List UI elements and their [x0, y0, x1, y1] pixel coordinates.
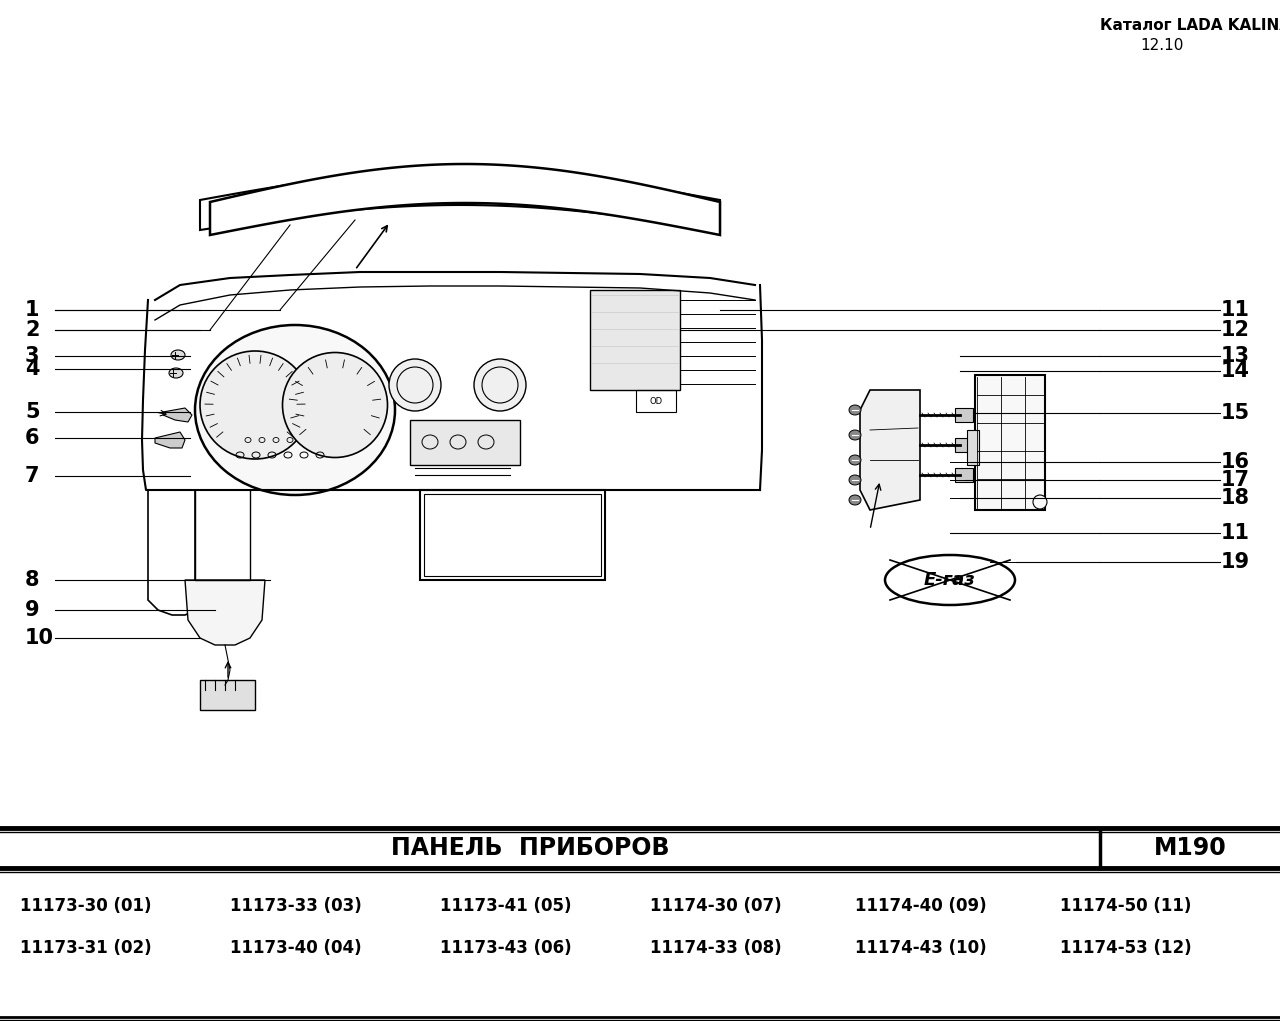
Text: 12.10: 12.10 — [1140, 38, 1184, 53]
Text: 7: 7 — [26, 466, 40, 486]
Text: 11: 11 — [1221, 300, 1251, 320]
Text: 11174-50 (11): 11174-50 (11) — [1060, 897, 1192, 915]
Ellipse shape — [200, 351, 310, 459]
Bar — [424, 494, 602, 576]
Text: 4: 4 — [26, 359, 40, 379]
Ellipse shape — [172, 350, 186, 360]
Ellipse shape — [849, 455, 861, 465]
Text: М190: М190 — [1153, 836, 1226, 860]
Text: OD: OD — [649, 396, 663, 405]
Text: 3: 3 — [26, 346, 40, 366]
Bar — [410, 420, 520, 465]
Text: 11174-30 (07): 11174-30 (07) — [650, 897, 782, 915]
Text: 11: 11 — [1221, 523, 1251, 543]
Ellipse shape — [849, 475, 861, 485]
Text: 10: 10 — [26, 628, 54, 648]
Ellipse shape — [474, 359, 526, 411]
Polygon shape — [860, 390, 920, 510]
Bar — [955, 408, 973, 422]
Bar — [590, 290, 680, 390]
Ellipse shape — [283, 352, 388, 457]
Bar — [200, 680, 255, 710]
Polygon shape — [148, 490, 195, 615]
Text: 11174-33 (08): 11174-33 (08) — [650, 939, 782, 957]
Polygon shape — [155, 432, 186, 448]
Text: 9: 9 — [26, 600, 40, 620]
Text: 17: 17 — [1221, 470, 1251, 490]
Bar — [975, 375, 1044, 510]
Text: 11173-30 (01): 11173-30 (01) — [20, 897, 151, 915]
Ellipse shape — [195, 325, 396, 495]
Text: Е-газ: Е-газ — [924, 571, 975, 589]
Text: 11173-43 (06): 11173-43 (06) — [440, 939, 572, 957]
Polygon shape — [163, 408, 192, 422]
Polygon shape — [186, 580, 265, 645]
Bar — [955, 468, 973, 482]
Text: 19: 19 — [1221, 552, 1251, 572]
Ellipse shape — [849, 495, 861, 505]
Text: 15: 15 — [1221, 403, 1251, 423]
Text: 11173-31 (02): 11173-31 (02) — [20, 939, 151, 957]
Ellipse shape — [169, 368, 183, 378]
Text: 16: 16 — [1221, 452, 1251, 472]
Text: 13: 13 — [1221, 346, 1251, 366]
Polygon shape — [200, 171, 719, 230]
Text: 11173-40 (04): 11173-40 (04) — [230, 939, 362, 957]
Bar — [966, 430, 979, 465]
Text: 11174-40 (09): 11174-40 (09) — [855, 897, 987, 915]
Ellipse shape — [849, 430, 861, 440]
Text: 8: 8 — [26, 570, 40, 590]
Polygon shape — [210, 164, 719, 235]
Bar — [955, 438, 973, 452]
Text: 12: 12 — [1221, 320, 1251, 340]
Text: 5: 5 — [26, 402, 40, 422]
Ellipse shape — [884, 555, 1015, 605]
Ellipse shape — [849, 405, 861, 415]
Bar — [636, 390, 676, 412]
Text: 11173-33 (03): 11173-33 (03) — [230, 897, 362, 915]
Text: ПАНЕЛЬ  ПРИБОРОВ: ПАНЕЛЬ ПРИБОРОВ — [390, 836, 669, 860]
Text: 11173-41 (05): 11173-41 (05) — [440, 897, 571, 915]
Text: 2: 2 — [26, 320, 40, 340]
Text: 6: 6 — [26, 428, 40, 448]
Ellipse shape — [1033, 495, 1047, 509]
Text: Каталог LADA KALINA -1117: Каталог LADA KALINA -1117 — [1100, 18, 1280, 33]
Ellipse shape — [389, 359, 442, 411]
Text: 1: 1 — [26, 300, 40, 320]
Text: 11174-53 (12): 11174-53 (12) — [1060, 939, 1192, 957]
Text: 14: 14 — [1221, 361, 1251, 381]
Text: 18: 18 — [1221, 488, 1251, 508]
Bar — [420, 490, 605, 580]
Text: 11174-43 (10): 11174-43 (10) — [855, 939, 987, 957]
